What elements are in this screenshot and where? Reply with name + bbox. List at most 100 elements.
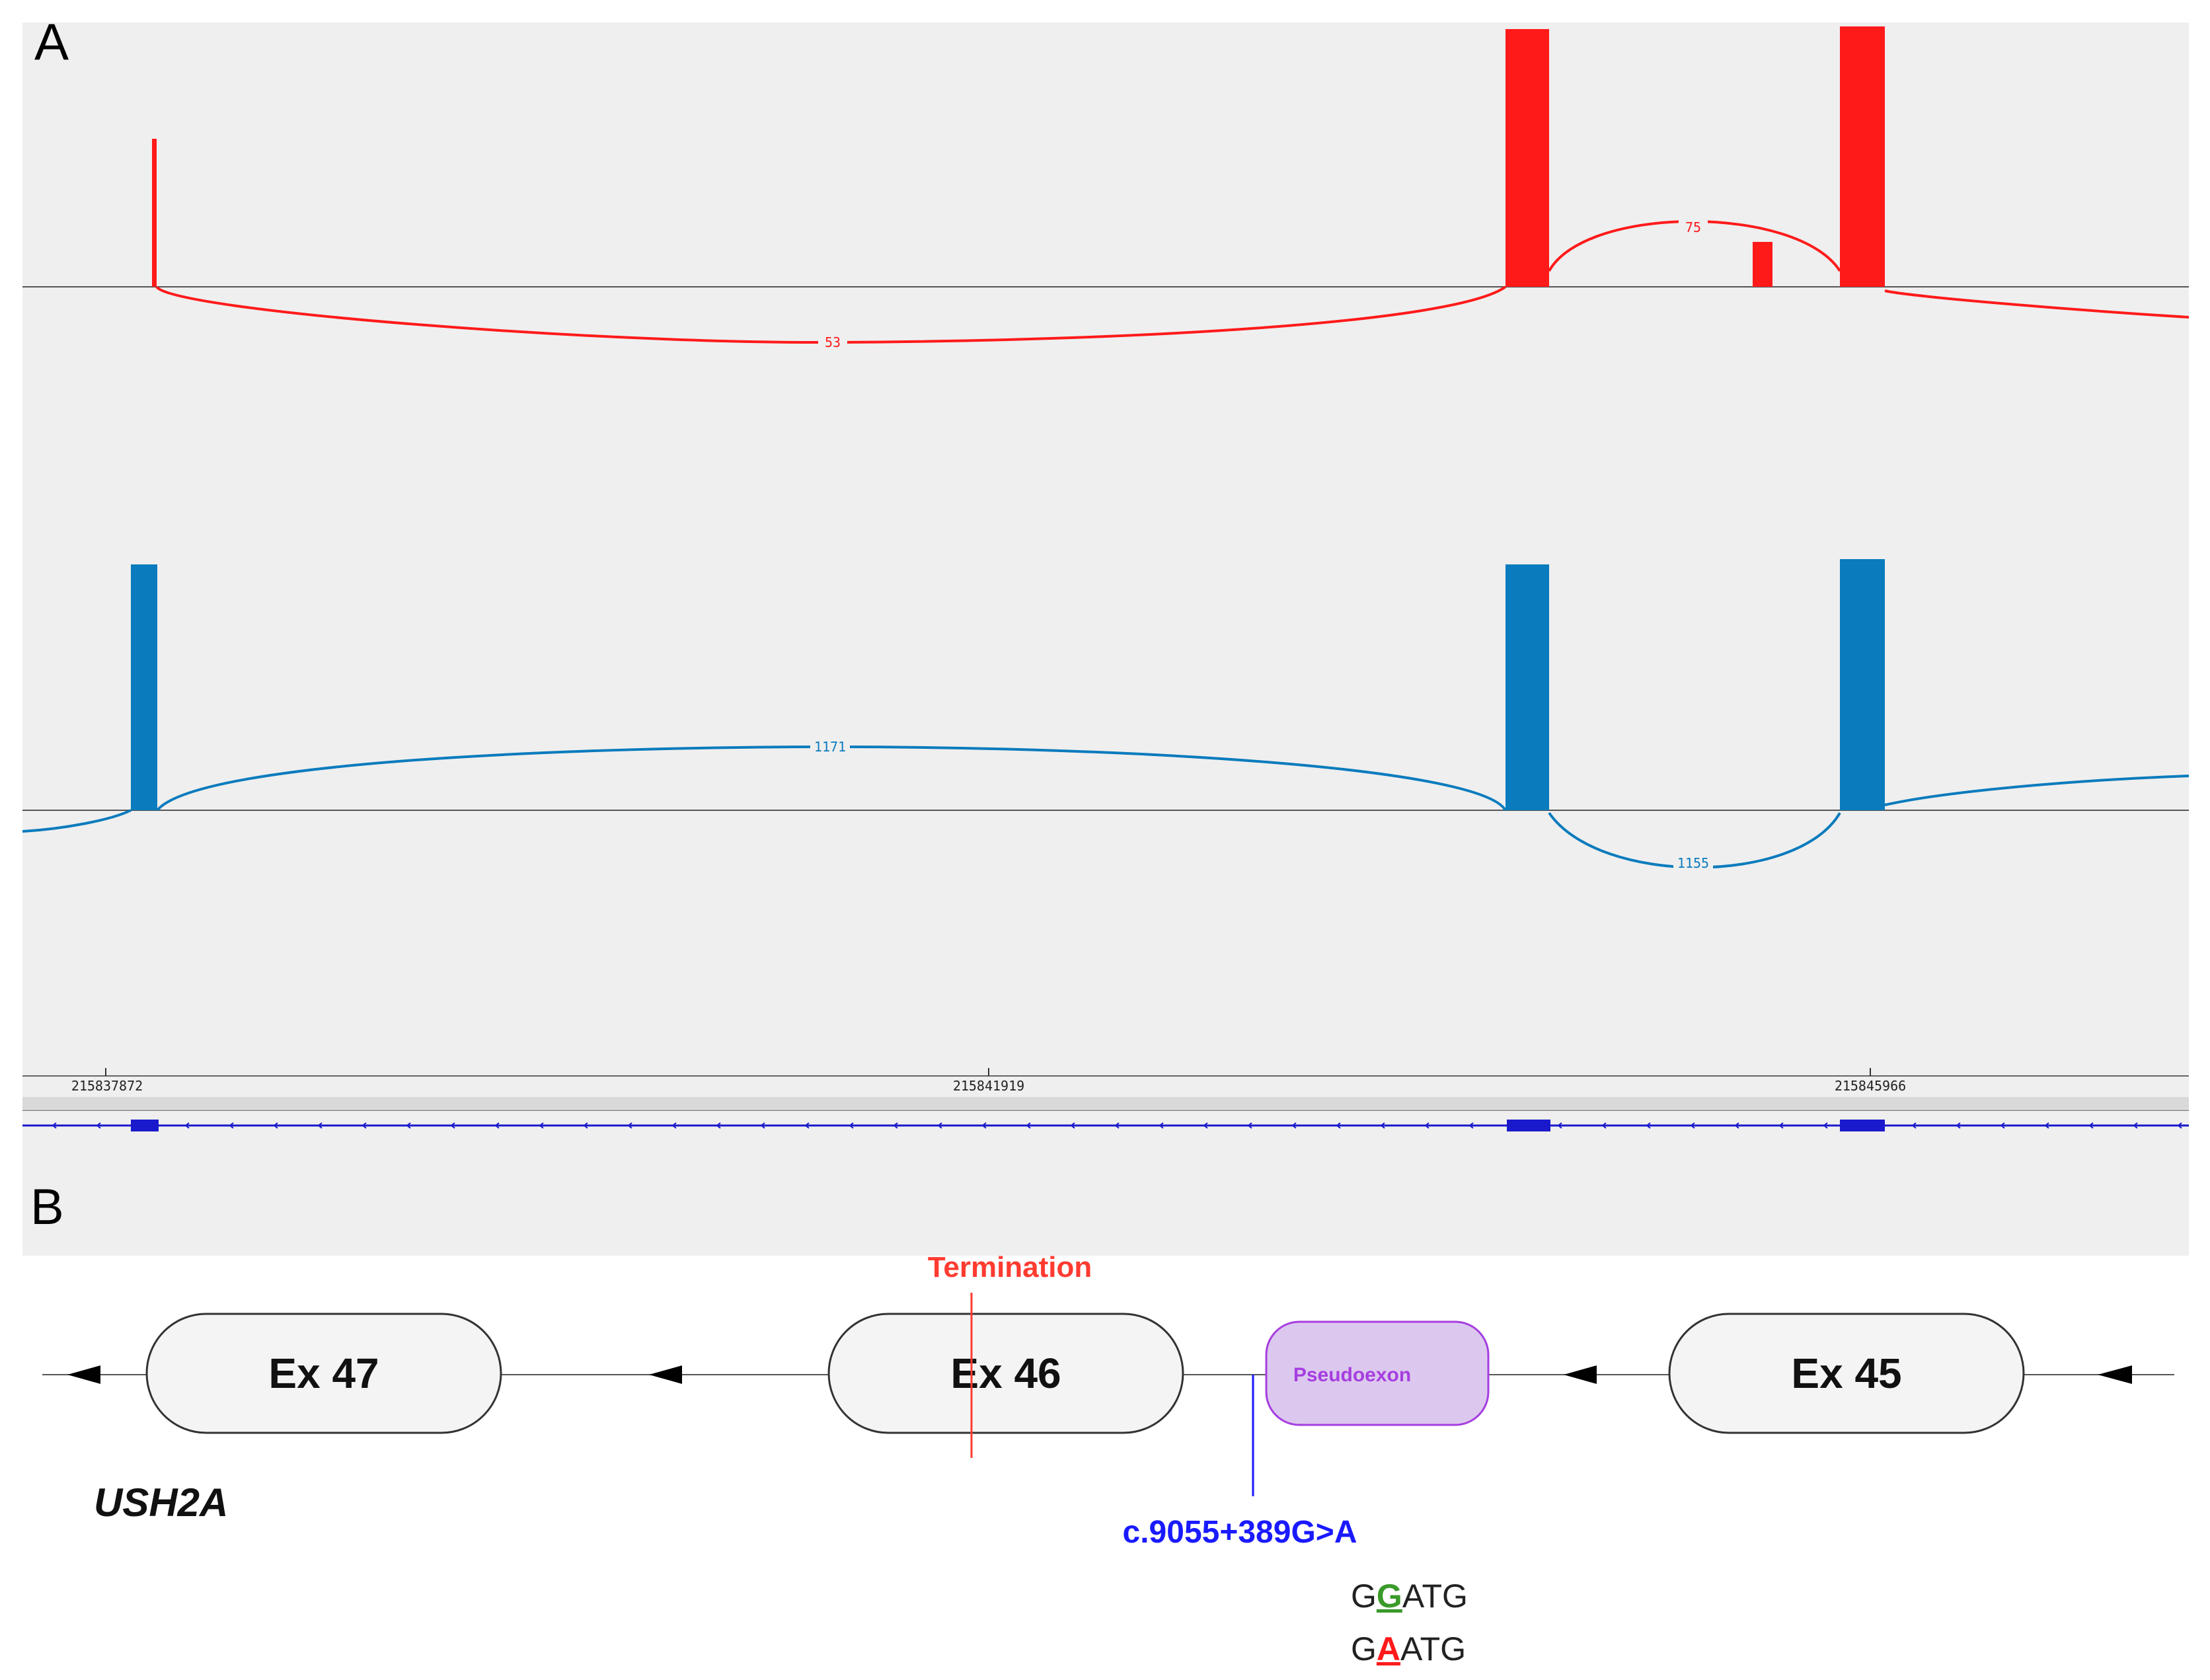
gene-strand-arrow-icon xyxy=(1380,1122,1385,1129)
gene-strand-arrow-icon xyxy=(1690,1122,1695,1129)
red-junction-label-2: 75 xyxy=(1685,219,1701,235)
gene-strand-arrow-icon xyxy=(716,1122,721,1129)
red-sashimi-track: 53 75 xyxy=(22,26,2190,352)
gene-strand-arrow-icon xyxy=(937,1122,942,1129)
gene-strand-arrow-icon xyxy=(2088,1122,2094,1129)
pseudoexon: Pseudoexon xyxy=(1265,1320,1490,1426)
gene-model-track xyxy=(22,1120,2189,1131)
gene-strand-arrow-icon xyxy=(229,1122,234,1129)
gene-strand-arrow-icon xyxy=(2177,1122,2182,1129)
termination-label: Termination xyxy=(928,1251,1092,1283)
gene-strand-arrow-icon xyxy=(849,1122,854,1129)
gene-strand-arrow-icon xyxy=(450,1122,455,1129)
ruler-tick-label-2: 215841919 xyxy=(953,1078,1024,1094)
variant-label: c.9055+389G>A xyxy=(1123,1515,1357,1550)
gene-strand-arrow-icon xyxy=(1601,1122,1607,1129)
blue-junction-label-2-bg xyxy=(1673,854,1713,872)
gene-strand-arrow-icon xyxy=(1778,1122,1784,1129)
gene-strand-arrow-icon xyxy=(1911,1122,1917,1129)
exon-47-shape xyxy=(145,1313,502,1434)
red-coverage-pseudoexon xyxy=(1753,242,1772,287)
gene-strand-arrow-icon xyxy=(1956,1122,1961,1129)
gene-strand-arrow-icon xyxy=(2000,1122,2005,1129)
strand-arrow-icon-1 xyxy=(67,1365,100,1384)
exon-47: Ex 47 xyxy=(145,1313,502,1434)
blue-junction-arc-right xyxy=(1884,775,2190,806)
strand-arrow-icon-3 xyxy=(1564,1365,1597,1384)
panel-b: Ex 47 Ex 46 Pseudoexon Ex 45 Termination… xyxy=(42,1251,2174,1667)
gene-strand-arrow-icon xyxy=(1026,1122,1031,1129)
gene-strand-arrow-icon xyxy=(96,1122,101,1129)
blue-coverage-exon-47 xyxy=(131,564,157,810)
genomic-ruler: 215837872 215841919 215845966 xyxy=(22,1068,2189,1111)
blue-junction-arc-left xyxy=(22,809,132,833)
panel-b-label: B xyxy=(30,1179,64,1235)
blue-junction-label-1: 1171 xyxy=(814,739,846,755)
blue-junction-label-2: 1155 xyxy=(1677,855,1709,871)
exon-46-shape xyxy=(827,1313,1184,1434)
gene-strand-arrow-icon xyxy=(1291,1122,1297,1129)
gene-strand-arrow-icon xyxy=(583,1122,588,1129)
gene-model-exon-47 xyxy=(131,1120,159,1131)
blue-coverage-exon-46 xyxy=(1505,564,1549,810)
gene-strand-arrow-icon xyxy=(2133,1122,2138,1129)
gene-strand-arrow-icon xyxy=(1159,1122,1164,1129)
gene-strand-arrow-icon xyxy=(627,1122,632,1129)
strand-arrow-icon-2 xyxy=(649,1365,682,1384)
pseudoexon-shape xyxy=(1265,1320,1490,1426)
gene-strand-arrow-icon xyxy=(317,1122,323,1129)
gene-strand-arrow-icon xyxy=(1646,1122,1651,1129)
red-junction-label-1: 53 xyxy=(825,334,841,350)
gene-strand-arrow-icon xyxy=(1247,1122,1252,1129)
gene-name-label: USH2A xyxy=(94,1480,228,1525)
gene-model-exon-45 xyxy=(1840,1120,1885,1131)
gene-strand-arrow-icon xyxy=(893,1122,898,1129)
red-junction-label-1-bg xyxy=(818,333,847,352)
gene-strand-arrows xyxy=(52,1122,2182,1129)
sequence-variant-before: G xyxy=(1351,1630,1377,1667)
gene-strand-arrow-icon xyxy=(1734,1122,1739,1129)
ruler-tick-label-3: 215845966 xyxy=(1835,1078,1906,1094)
sequence-reference-after: ATG xyxy=(1402,1578,1468,1615)
exon-46-label: Ex 46 xyxy=(950,1350,1061,1397)
exon-45: Ex 45 xyxy=(1668,1313,2025,1434)
exon-47-label: Ex 47 xyxy=(268,1350,379,1397)
blue-coverage-exon-45 xyxy=(1840,559,1885,810)
sequence-variant-highlight: A xyxy=(1377,1630,1400,1667)
gene-model-exon-46 xyxy=(1507,1120,1550,1131)
blue-sashimi-track: 1171 1155 xyxy=(22,559,2190,872)
gene-strand-arrow-icon xyxy=(406,1122,411,1129)
red-coverage-exon-46 xyxy=(1505,29,1549,287)
sequence-reference-highlight: G xyxy=(1377,1578,1402,1615)
gene-strand-arrow-icon xyxy=(52,1122,57,1129)
panel-a: A 53 75 1171 xyxy=(22,13,2190,1256)
panel-a-background xyxy=(22,22,2189,1256)
exon-45-shape xyxy=(1668,1313,2025,1434)
red-junction-label-2-bg xyxy=(1679,218,1708,237)
exon-46: Ex 46 xyxy=(827,1313,1184,1434)
exon-45-label: Ex 45 xyxy=(1791,1350,1901,1397)
strand-arrow-icon-4 xyxy=(2098,1365,2132,1384)
sequence-variant-after: ATG xyxy=(1400,1630,1466,1667)
sequence-reference: GGATG xyxy=(1351,1578,1468,1615)
ruler-tick-label-1: 215837872 xyxy=(71,1078,143,1094)
gene-strand-arrow-icon xyxy=(804,1122,810,1129)
red-junction-arc-right xyxy=(1884,289,2190,319)
gene-strand-arrow-icon xyxy=(1070,1122,1075,1129)
red-coverage-exon-45 xyxy=(1840,26,1885,287)
panel-a-label: A xyxy=(34,13,69,71)
sequence-reference-before: G xyxy=(1351,1578,1377,1615)
gene-strand-arrow-icon xyxy=(1114,1122,1120,1129)
pseudoexon-label: Pseudoexon xyxy=(1293,1364,1411,1386)
sequence-variant: GAATG xyxy=(1351,1630,1466,1667)
gene-strand-arrow-icon xyxy=(494,1122,500,1129)
gene-strand-arrow-icon xyxy=(1203,1122,1208,1129)
gene-strand-arrow-icon xyxy=(1557,1122,1562,1129)
gene-strand-arrow-icon xyxy=(1424,1122,1429,1129)
gene-strand-arrow-icon xyxy=(981,1122,987,1129)
gene-strand-arrow-icon xyxy=(671,1122,677,1129)
gene-strand-arrow-icon xyxy=(2044,1122,2049,1129)
gene-strand-arrow-icon xyxy=(273,1122,278,1129)
ruler-band xyxy=(22,1097,2189,1109)
